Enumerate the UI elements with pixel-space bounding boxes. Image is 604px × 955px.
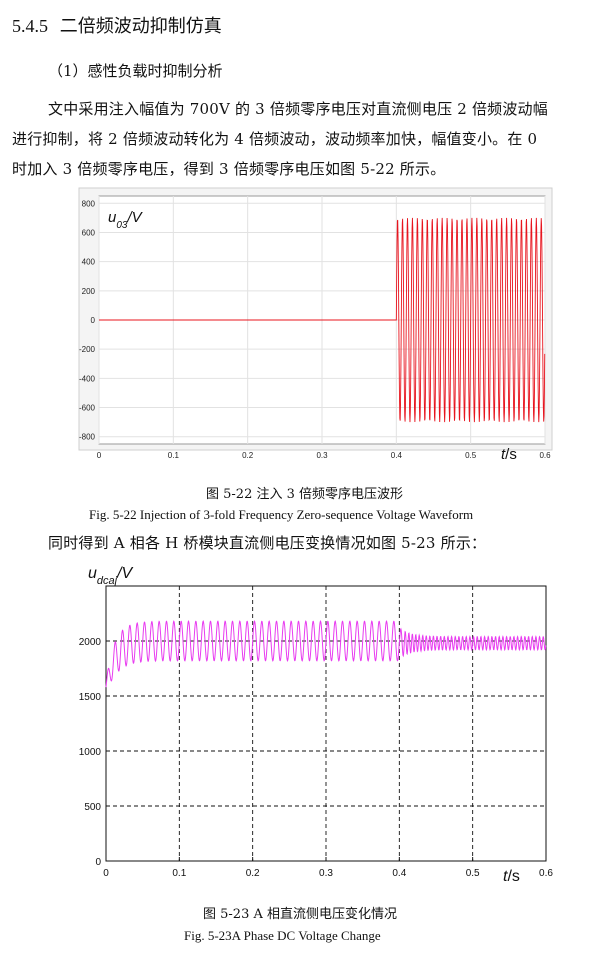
y-axis-label: udcaj/V <box>88 565 134 587</box>
x-tick-label: 0.1 <box>168 451 180 460</box>
x-tick-label: 0.4 <box>392 868 406 879</box>
y-tick-label: 400 <box>82 258 96 267</box>
x-axis-label: t/s <box>503 868 520 885</box>
x-tick-label: 0 <box>97 451 102 460</box>
x-tick-label: 0.5 <box>466 868 480 879</box>
y-tick-label: -600 <box>79 404 96 413</box>
y-axis-label: u03/V <box>108 209 144 231</box>
y-tick-label: 0 <box>95 857 101 868</box>
x-tick-label: 0.6 <box>539 451 551 460</box>
x-tick-label: 0.4 <box>391 451 403 460</box>
series-line-u03 <box>99 217 546 423</box>
x-axis-label: t/s <box>501 446 517 463</box>
y-tick-label: 0 <box>91 316 96 325</box>
y-tick-label: -200 <box>79 345 96 354</box>
x-tick-label: 0.3 <box>319 868 333 879</box>
y-tick-label: 600 <box>82 228 96 237</box>
section-heading: 5.4.5 二倍频波动抑制仿真 <box>12 12 222 38</box>
paragraph-line: 时加入 3 倍频零序电压，得到 3 倍频零序电压如图 5-22 所示。 <box>12 160 446 178</box>
y-tick-label: 1000 <box>79 747 102 758</box>
x-tick-label: 0.3 <box>316 451 328 460</box>
x-tick-label: 0.6 <box>539 868 553 879</box>
subsection-heading: （1）感性负载时抑制分析 <box>48 62 223 80</box>
figure-caption-zh: 图 5-23 A 相直流侧电压变化情况 <box>203 907 397 922</box>
y-tick-label: 500 <box>84 802 101 813</box>
section-title: 二倍频波动抑制仿真 <box>59 16 222 37</box>
x-tick-label: 0.2 <box>242 451 254 460</box>
series-line-udcaj <box>105 620 547 688</box>
paragraph-line: 同时得到 A 相各 H 桥模块直流侧电压变换情况如图 5-23 所示： <box>48 534 487 552</box>
y-tick-label: -400 <box>79 374 96 383</box>
x-tick-label: 0.5 <box>465 451 477 460</box>
y-tick-label: 2000 <box>79 637 102 648</box>
paragraph-line: 文中采用注入幅值为 700V 的 3 倍频零序电压对直流侧电压 2 倍频波动幅 <box>48 100 548 118</box>
zero-sequence-voltage-chart: 0 0.1 0.2 0.3 0.4 0.5 0.6 800 600 400 200 0 -200 -400… <box>78 187 553 463</box>
y-tick-label: 200 <box>82 287 96 296</box>
x-tick-label: 0.1 <box>172 868 186 879</box>
section-number: 5.4.5 <box>12 16 48 36</box>
y-tick-label: 1500 <box>79 692 102 703</box>
x-tick-label: 0.2 <box>246 868 260 879</box>
paragraph-line: 进行抑制，将 2 倍频波动转化为 4 倍频波动，波动频率加快，幅值变小。在 0 <box>12 130 538 148</box>
figure-caption-en: Fig. 5-23A Phase DC Voltage Change <box>184 928 381 943</box>
x-tick-label: 0 <box>103 868 109 879</box>
figure-caption-zh: 图 5-22 注入 3 倍频零序电压波形 <box>206 487 404 502</box>
y-tick-label: 800 <box>82 199 96 208</box>
y-tick-label: -800 <box>79 433 96 442</box>
figure-caption-en: Fig. 5-22 Injection of 3-fold Frequency … <box>89 507 474 522</box>
dc-voltage-chart: 0 0.1 0.2 0.3 0.4 0.5 0.6 2000 1500 1000 500 0 udcaj… <box>79 565 554 885</box>
